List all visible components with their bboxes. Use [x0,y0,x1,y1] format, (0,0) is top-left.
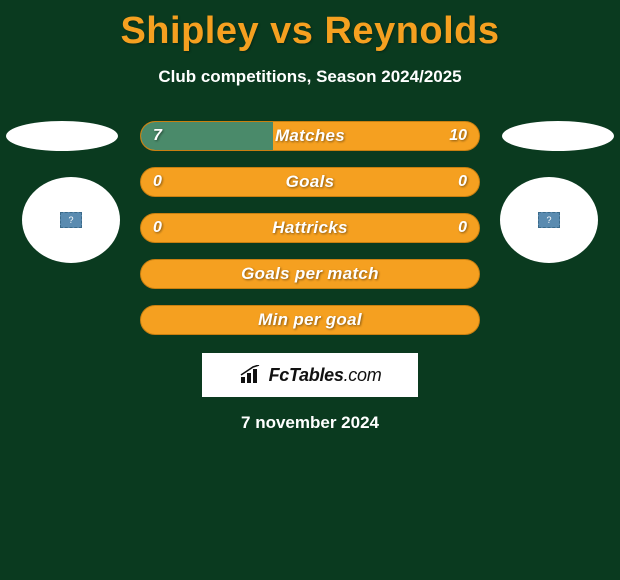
stat-label: Min per goal [141,306,479,334]
stat-value-right: 0 [458,214,467,242]
stats-area: ? ? 7 Matches 10 0 Goals 0 0 Hattricks 0 [0,121,620,433]
logo-main: Tables [289,365,344,385]
club-badge-left: ? [22,177,120,263]
stat-label: Hattricks [141,214,479,242]
logo-prefix: Fc [269,365,289,385]
stat-bars: 7 Matches 10 0 Goals 0 0 Hattricks 0 Goa… [140,121,480,335]
footer-date: 7 november 2024 [0,413,620,433]
branding-logo[interactable]: FcTables.com [202,353,418,397]
player-photo-placeholder-right [502,121,614,151]
stat-bar-goals-per-match: Goals per match [140,259,480,289]
logo-suffix: .com [344,365,382,385]
unknown-badge-icon: ? [60,212,82,228]
stat-label: Matches [141,122,479,150]
stat-value-right: 0 [458,168,467,196]
stat-bar-min-per-goal: Min per goal [140,305,480,335]
stat-bar-matches: 7 Matches 10 [140,121,480,151]
chart-icon [239,365,265,385]
stat-value-right: 10 [449,122,467,150]
comparison-subtitle: Club competitions, Season 2024/2025 [0,67,620,87]
comparison-title: Shipley vs Reynolds [0,0,620,53]
unknown-badge-icon: ? [538,212,560,228]
stat-label: Goals [141,168,479,196]
club-badge-right: ? [500,177,598,263]
stat-bar-goals: 0 Goals 0 [140,167,480,197]
stat-bar-hattricks: 0 Hattricks 0 [140,213,480,243]
stat-label: Goals per match [141,260,479,288]
player-photo-placeholder-left [6,121,118,151]
logo-text: FcTables.com [269,365,382,386]
